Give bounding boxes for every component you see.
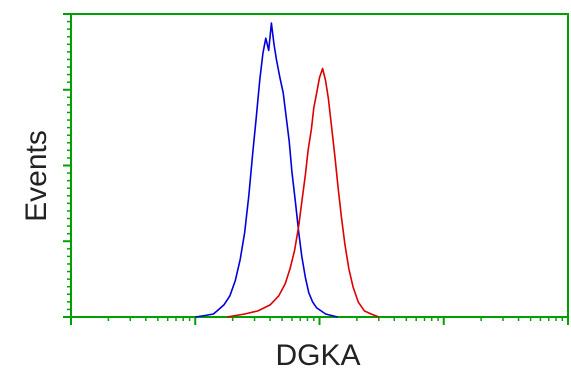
histogram-series-1 bbox=[195, 22, 338, 318]
y-axis-label: Events bbox=[20, 130, 53, 222]
x-axis-label: DGKA bbox=[275, 339, 360, 372]
histogram-series-2 bbox=[226, 67, 380, 318]
plot-frame bbox=[70, 13, 569, 318]
series-layer bbox=[195, 22, 380, 318]
x-axis-ticks bbox=[70, 317, 569, 325]
y-axis-ticks bbox=[63, 13, 71, 318]
